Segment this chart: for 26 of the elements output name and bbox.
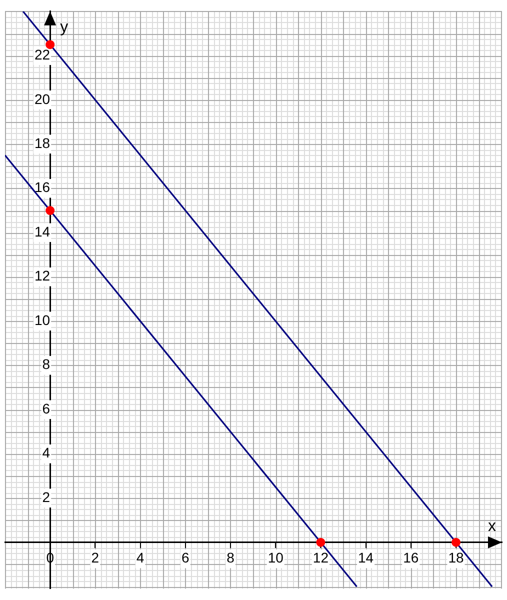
point xyxy=(46,206,55,216)
y-tick-label: 16 xyxy=(34,179,50,196)
x-tick-label: 4 xyxy=(136,550,144,566)
point xyxy=(46,40,55,50)
y-tick-label: 14 xyxy=(34,223,50,240)
x-tick-label: 10 xyxy=(268,550,284,566)
x-tick-label: 6 xyxy=(182,550,190,566)
y-tick-label: 2 xyxy=(42,488,50,505)
y-tick-label: 22 xyxy=(34,46,50,63)
point xyxy=(452,538,460,547)
y-tick-label: 12 xyxy=(34,268,50,284)
y-tick-label: 20 xyxy=(34,90,50,107)
point xyxy=(316,538,326,547)
x-axis-title: x xyxy=(488,518,496,535)
y-tick-label: 10 xyxy=(34,312,50,328)
x-tick-label: 8 xyxy=(226,550,235,566)
y-tick-label: 4 xyxy=(42,444,50,461)
y-tick-label: 6 xyxy=(42,400,50,416)
x-tick-label: 2 xyxy=(91,550,100,566)
y-tick-label: 8 xyxy=(42,356,50,372)
x-tick-label: 12 xyxy=(312,550,329,566)
y-axis-title: y xyxy=(60,18,68,36)
x-tick-label: 14 xyxy=(358,550,374,566)
x-tick-label: 18 xyxy=(448,550,464,566)
x-tick-label: 16 xyxy=(403,550,419,566)
y-tick-label: 18 xyxy=(34,135,50,151)
